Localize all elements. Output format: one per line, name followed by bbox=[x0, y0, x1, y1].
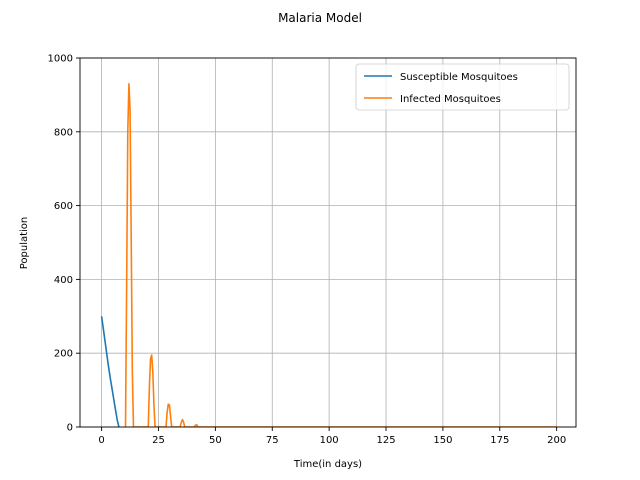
y-tick-label: 1000 bbox=[48, 54, 73, 65]
y-tick-label: 800 bbox=[54, 127, 73, 138]
series-layer bbox=[100, 83, 557, 427]
y-axis-label: Population bbox=[19, 217, 30, 270]
x-tick-label: 100 bbox=[320, 435, 339, 446]
legend-label-2: Infected Mosquitoes bbox=[400, 94, 501, 105]
legend: Susceptible Mosquitoes Infected Mosquitoe… bbox=[355, 63, 570, 111]
x-tick-label: 150 bbox=[433, 435, 452, 446]
x-tick-label: 50 bbox=[209, 435, 222, 446]
axes bbox=[79, 57, 577, 428]
x-tick-label: 175 bbox=[490, 435, 509, 446]
plot-frame bbox=[79, 57, 577, 428]
chart-title: Malaria Model bbox=[278, 11, 362, 25]
x-tick-label: 200 bbox=[547, 435, 566, 446]
series-line-1 bbox=[100, 316, 120, 427]
y-axis-ticks: 0 200 400 600 800 1000 bbox=[48, 54, 80, 434]
x-tick-label: 0 bbox=[98, 435, 104, 446]
y-tick-label: 600 bbox=[54, 201, 73, 212]
series-line-2 bbox=[124, 83, 557, 427]
x-axis-ticks: 0 25 50 75 100 125 150 175 200 bbox=[98, 427, 566, 446]
x-tick-label: 25 bbox=[152, 435, 165, 446]
y-tick-label: 200 bbox=[54, 349, 73, 360]
x-axis-label: Time(in days) bbox=[293, 459, 362, 470]
x-tick-label: 75 bbox=[266, 435, 279, 446]
legend-box bbox=[355, 63, 570, 111]
legend-label-1: Susceptible Mosquitoes bbox=[400, 72, 518, 83]
y-tick-label: 0 bbox=[67, 423, 73, 434]
x-tick-label: 125 bbox=[376, 435, 395, 446]
y-tick-label: 400 bbox=[54, 275, 73, 286]
